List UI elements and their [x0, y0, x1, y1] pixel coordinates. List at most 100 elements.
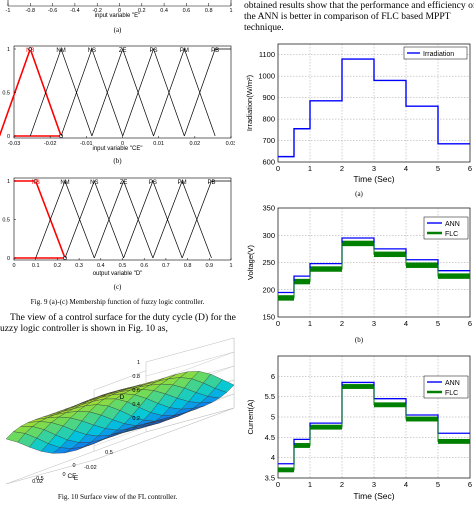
- x-tick-label: 1: [308, 319, 312, 328]
- x-tick-label: 0.02: [189, 141, 200, 147]
- x-tick-label: 0: [276, 319, 280, 328]
- y-tick-label: 3.5: [265, 474, 275, 483]
- x-tick-label: 5: [436, 480, 440, 489]
- x-tick-label: 6: [468, 319, 472, 328]
- z-tick-label: 0.2: [132, 416, 140, 422]
- fig9-caption: Fig. 9 (a)-(c) Membership function of fu…: [30, 298, 205, 306]
- plot-frame: [13, 45, 232, 139]
- legend-label-irradiation: Irradiation: [423, 51, 454, 58]
- x-tick-label: 0.8: [205, 8, 213, 14]
- mf-label: NS: [90, 180, 98, 186]
- y-axis-label: Irradiation(W/m²): [245, 74, 254, 131]
- x-tick-label: 0.1: [32, 263, 40, 269]
- x-tick-label: 5: [436, 319, 440, 328]
- fig9a-remnant: -1 -0.8 -0.6 -0.4 -0.2 0 0.2 0.4 0.6 0.8 1 input v…: [0, 0, 235, 36]
- fig9a-xlabel: input variable "E": [94, 13, 141, 19]
- x-axis-label: Time (Sec): [353, 174, 394, 184]
- voltage-sublabel: (b): [354, 336, 364, 344]
- x-tick-label: 2: [340, 480, 344, 489]
- ann-series-line: [278, 237, 470, 294]
- ce-axis-label: CE: [67, 473, 77, 480]
- x-tick-label: 3: [372, 164, 376, 173]
- mf-triangle: [64, 180, 124, 259]
- legend-label-ann: ANN: [445, 380, 460, 387]
- mf-label: NM: [56, 48, 65, 54]
- mf-triangle: [181, 180, 231, 259]
- y-tick-label: 4.5: [265, 433, 275, 442]
- mf-triangle: [152, 180, 212, 259]
- fig9c-sublabel: (c): [113, 283, 122, 291]
- y-tick-label: 4: [271, 453, 275, 462]
- z-tick-label: 0.6: [132, 388, 140, 394]
- x-tick-label: 4: [404, 164, 408, 173]
- ann-series-line: [278, 381, 470, 465]
- flc-series-line: [278, 386, 470, 471]
- fig9a-axis: -1 -0.8 -0.6 -0.4 -0.2 0 0.2 0.4 0.6 0.8 1: [6, 0, 233, 14]
- legend-box: [403, 46, 468, 60]
- y-tick-label: 1000: [258, 72, 275, 81]
- x-tick-label: 2: [340, 319, 344, 328]
- y-axis-label: Voltage(V): [246, 244, 255, 280]
- y-tick-label: 0: [7, 256, 10, 262]
- mf-triangle: [123, 180, 183, 259]
- surface-patch: [5, 431, 26, 443]
- x-tick-label: 4: [404, 480, 408, 489]
- y-tick-label: 200: [262, 285, 275, 294]
- irradiation-series-line: [278, 58, 470, 158]
- mf-label: NS: [88, 48, 96, 54]
- y-tick-label: 1: [7, 179, 10, 185]
- fig9b-sublabel: (b): [113, 157, 122, 165]
- x-tick-label: 3: [372, 319, 376, 328]
- irradiation-chart: 0 1 2 3 4 5 6 1100 1000 900 800 700 600 Irradiation Ir…: [245, 43, 472, 184]
- legend-label-flc: FLC: [445, 231, 458, 238]
- ce-tick-label: 0.5: [105, 450, 113, 456]
- x-tick-label: 0.03: [226, 141, 235, 147]
- x-tick-label: 0: [118, 8, 121, 14]
- x-tick-label: 0.8: [184, 263, 192, 269]
- x-tick-label: 2: [340, 164, 344, 173]
- x-tick-label: 0.3: [75, 263, 83, 269]
- x-tick-label: 0.6: [140, 263, 148, 269]
- mf-triangle: [60, 47, 124, 137]
- x-tick-label: 1: [229, 263, 232, 269]
- x-tick-label: 0: [12, 263, 15, 269]
- mf-triangle: [91, 47, 154, 137]
- ce-tick-label: 0: [72, 463, 75, 469]
- x-tick-label: -1: [6, 8, 11, 14]
- y-tick-label: 600: [262, 158, 275, 167]
- mf-label: NB: [26, 48, 34, 54]
- x-tick-label: 0: [121, 141, 124, 147]
- y-tick-label: 150: [262, 313, 275, 322]
- ce-tick-label: -0.5: [34, 476, 43, 482]
- left-paragraph-line2: uzzy logic controller is shown in Fig. 1…: [0, 323, 168, 334]
- mf-label: PB: [207, 180, 215, 186]
- right-paragraph-line1: obtained results show that the performan…: [244, 0, 474, 11]
- mf-label: ZE: [119, 48, 127, 54]
- x-tick-label: 0.9: [205, 263, 213, 269]
- x-tick-label: 4: [404, 319, 408, 328]
- mf-label: NM: [60, 180, 69, 186]
- voltage-chart: 0 1 2 3 4 5 6 350 300 250 200 150 ANN FLC Voltage(V): [246, 204, 472, 329]
- mf-label: PM: [180, 48, 189, 54]
- z-axis-label: D: [120, 394, 125, 401]
- y-tick-label: 350: [262, 204, 275, 213]
- mf-triangle: [153, 47, 216, 137]
- x-tick-label: 1: [308, 164, 312, 173]
- right-paragraph-line3: technique.: [244, 22, 284, 33]
- x-tick-label: -0.8: [26, 8, 35, 14]
- e-axis-label: E: [74, 475, 79, 482]
- x-axis-label: Time (Sec): [353, 491, 394, 501]
- y-tick-label: 0.5: [2, 91, 10, 97]
- x-tick-label: -0.6: [48, 8, 57, 14]
- floor: [5, 407, 235, 485]
- y-tick-label: 0.5: [2, 218, 10, 224]
- e-tick-label: 0: [62, 472, 65, 478]
- mf-label: PS: [150, 48, 158, 54]
- y-tick-label: 250: [262, 258, 275, 267]
- y-tick-label: 6: [271, 372, 275, 381]
- y-tick-label: 1: [7, 47, 10, 53]
- x-tick-label: 6: [468, 164, 472, 173]
- current-chart: 0 1 2 3 4 5 6 6 5.5 5 4.5 4 3.5 ANN FLC Current(A) Time …: [246, 355, 472, 501]
- x-tick-label: 0.6: [183, 8, 191, 14]
- x-tick-label: 0.2: [138, 8, 146, 14]
